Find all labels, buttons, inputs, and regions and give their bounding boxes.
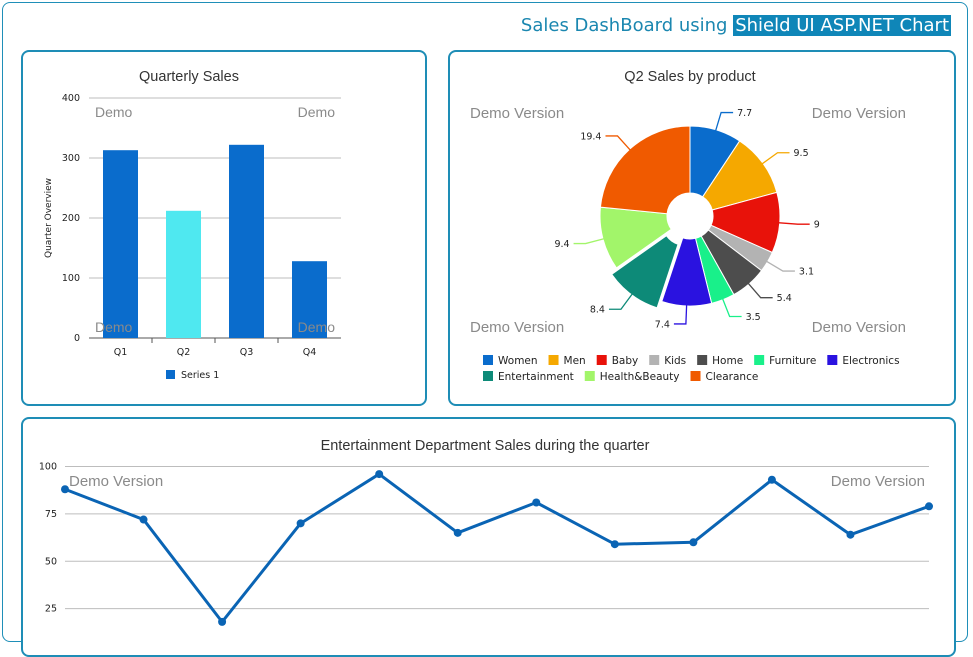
data-point: [139, 515, 148, 524]
y-tick-label: 300: [62, 153, 80, 164]
page-title: Sales DashBoard using Shield UI ASP.NET …: [521, 13, 951, 39]
pie-data-label: 9.5: [794, 148, 809, 159]
pie-data-label: 3.5: [746, 312, 761, 323]
pie-data-label: 5.4: [777, 293, 792, 304]
pie-label-connector: [721, 297, 742, 318]
legend-swatch-series-1: [166, 370, 175, 379]
chart-title: Quarterly Sales: [139, 69, 239, 85]
pie-data-label: 9: [814, 220, 820, 231]
legend-label: Entertainment: [498, 371, 574, 383]
watermark: Demo Version: [831, 473, 925, 490]
x-tick-label: Q2: [177, 347, 191, 358]
pie-slice-clearance: [599, 125, 691, 215]
pie-label-connector: [765, 260, 795, 272]
y-axis-title: Quarter Overview: [44, 178, 54, 258]
y-tick-label: 0: [74, 333, 80, 344]
legend-swatch-entertainment: [483, 371, 493, 381]
bar-q4: [292, 261, 327, 338]
pie-slice-electronics: [661, 237, 713, 307]
y-tick-label: 200: [62, 213, 80, 224]
x-tick-label: Q4: [303, 347, 317, 358]
data-point: [925, 502, 933, 511]
watermark: Demo Version: [812, 105, 906, 122]
y-tick-label: 25: [45, 604, 57, 615]
legend-label: Baby: [612, 355, 639, 367]
pie-slice-entertainment: [611, 234, 679, 309]
data-point: [610, 540, 619, 549]
pie-label-connector: [673, 303, 688, 325]
pie-label-connector: [760, 152, 790, 165]
data-point: [218, 617, 227, 626]
pie-data-label: 9.4: [554, 239, 569, 250]
data-point: [61, 485, 69, 494]
legend-label: Health&Beauty: [600, 371, 680, 383]
legend-swatch-men: [548, 355, 559, 365]
x-tick-label: Q3: [240, 347, 254, 358]
watermark: Demo: [95, 319, 133, 335]
data-point: [846, 530, 855, 539]
y-tick-label: 50: [45, 556, 57, 567]
line-series: [64, 472, 930, 624]
legend-swatch-electronics: [827, 355, 838, 365]
pie-data-label: 7.4: [655, 319, 670, 330]
data-point: [375, 470, 384, 479]
pie-data-label: 3.1: [799, 267, 814, 278]
data-point: [453, 528, 462, 537]
data-point: [689, 538, 698, 547]
product-sales-panel: Q2 Sales by product 7.7 9.5 9 3.1 5.4 3.5 7.4 8.…: [448, 50, 956, 406]
data-point: [532, 498, 541, 507]
watermark: Demo Version: [69, 473, 163, 490]
product-sales-pie-chart: Q2 Sales by product 7.7 9.5 9 3.1 5.4 3.5 7.4 8.…: [470, 69, 906, 383]
bar-q3: [229, 144, 264, 338]
legend-label: Furniture: [769, 355, 816, 367]
pie-label-connector: [608, 292, 634, 310]
legend-swatch-furniture: [754, 355, 765, 365]
legend-label: Clearance: [706, 371, 759, 383]
quarterly-sales-panel: Quarterly Sales 0 100 200 300 400 Quarter Over…: [21, 50, 427, 406]
chart-title: Entertainment Department Sales during th…: [321, 438, 650, 454]
watermark: Demo: [298, 104, 336, 120]
legend-swatch-clearance: [690, 371, 701, 381]
data-point: [296, 519, 305, 528]
y-tick-label: 100: [62, 273, 80, 284]
y-tick-label: 400: [62, 93, 80, 104]
pie-data-label: 19.4: [580, 131, 601, 142]
watermark: Demo: [298, 319, 336, 335]
entertainment-sales-panel: Entertainment Department Sales during th…: [21, 417, 956, 657]
legend-label: Men: [564, 355, 586, 367]
legend-swatch-health-beauty: [584, 371, 595, 381]
title-prefix: Sales DashBoard using: [520, 15, 728, 36]
x-tick-label: Q1: [114, 347, 128, 358]
entertainment-sales-line-chart: Entertainment Department Sales during th…: [39, 438, 933, 626]
quarterly-sales-chart: Quarterly Sales 0 100 200 300 400 Quarter Over…: [44, 69, 341, 381]
pie-label-connector: [747, 282, 773, 299]
legend-swatch-baby: [596, 355, 607, 365]
pie-label-connector: [605, 135, 632, 152]
pie-data-label: 7.7: [737, 108, 752, 119]
watermark: Demo Version: [812, 319, 906, 336]
watermark: Demo Version: [470, 105, 564, 122]
y-tick-label: 100: [39, 462, 57, 473]
legend-swatch-kids: [649, 355, 660, 365]
legend-label: Electronics: [842, 355, 899, 367]
pie-data-label: 8.4: [590, 305, 605, 316]
bar-q1: [103, 150, 138, 338]
pie-label-connector: [714, 111, 734, 132]
legend-label: Women: [498, 355, 538, 367]
legend-label: Kids: [664, 355, 686, 367]
y-tick-label: 75: [45, 509, 57, 520]
data-point: [767, 475, 776, 484]
legend-swatch-women: [483, 355, 493, 365]
legend-swatch-home: [697, 355, 708, 365]
pie-label-connector: [777, 222, 810, 225]
legend-label: Home: [712, 355, 743, 367]
chart-title: Q2 Sales by product: [624, 69, 755, 85]
pie-label-connector: [573, 237, 606, 245]
bar-q2: [166, 210, 201, 338]
title-highlight: Shield UI ASP.NET Chart: [733, 15, 951, 36]
watermark: Demo Version: [470, 319, 564, 336]
legend-label: Series 1: [181, 370, 219, 381]
watermark: Demo: [95, 104, 133, 120]
